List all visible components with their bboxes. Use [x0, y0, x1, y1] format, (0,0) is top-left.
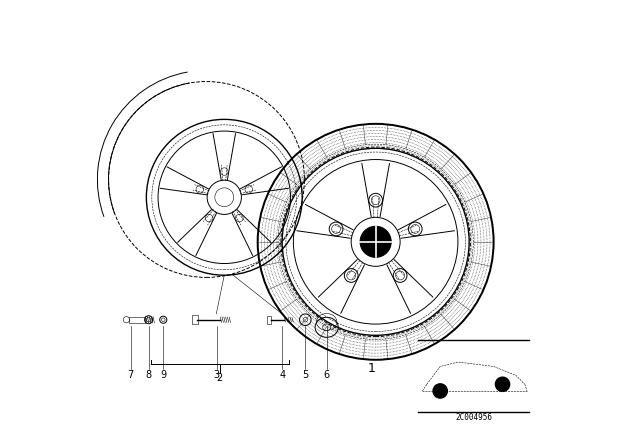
- Text: 3: 3: [214, 370, 220, 380]
- Text: 5: 5: [302, 370, 308, 380]
- Text: 9: 9: [160, 370, 166, 380]
- Text: 2: 2: [217, 374, 223, 383]
- Text: 8: 8: [145, 370, 152, 380]
- Text: 4: 4: [279, 370, 285, 380]
- Text: 2C004956: 2C004956: [455, 413, 492, 422]
- Text: 1: 1: [367, 362, 375, 375]
- Circle shape: [495, 377, 509, 392]
- Text: 6: 6: [324, 370, 330, 380]
- Bar: [267, 316, 271, 324]
- Bar: [192, 315, 198, 324]
- Bar: [129, 317, 145, 323]
- Circle shape: [360, 226, 391, 258]
- Text: 7: 7: [127, 370, 134, 380]
- Circle shape: [433, 384, 447, 398]
